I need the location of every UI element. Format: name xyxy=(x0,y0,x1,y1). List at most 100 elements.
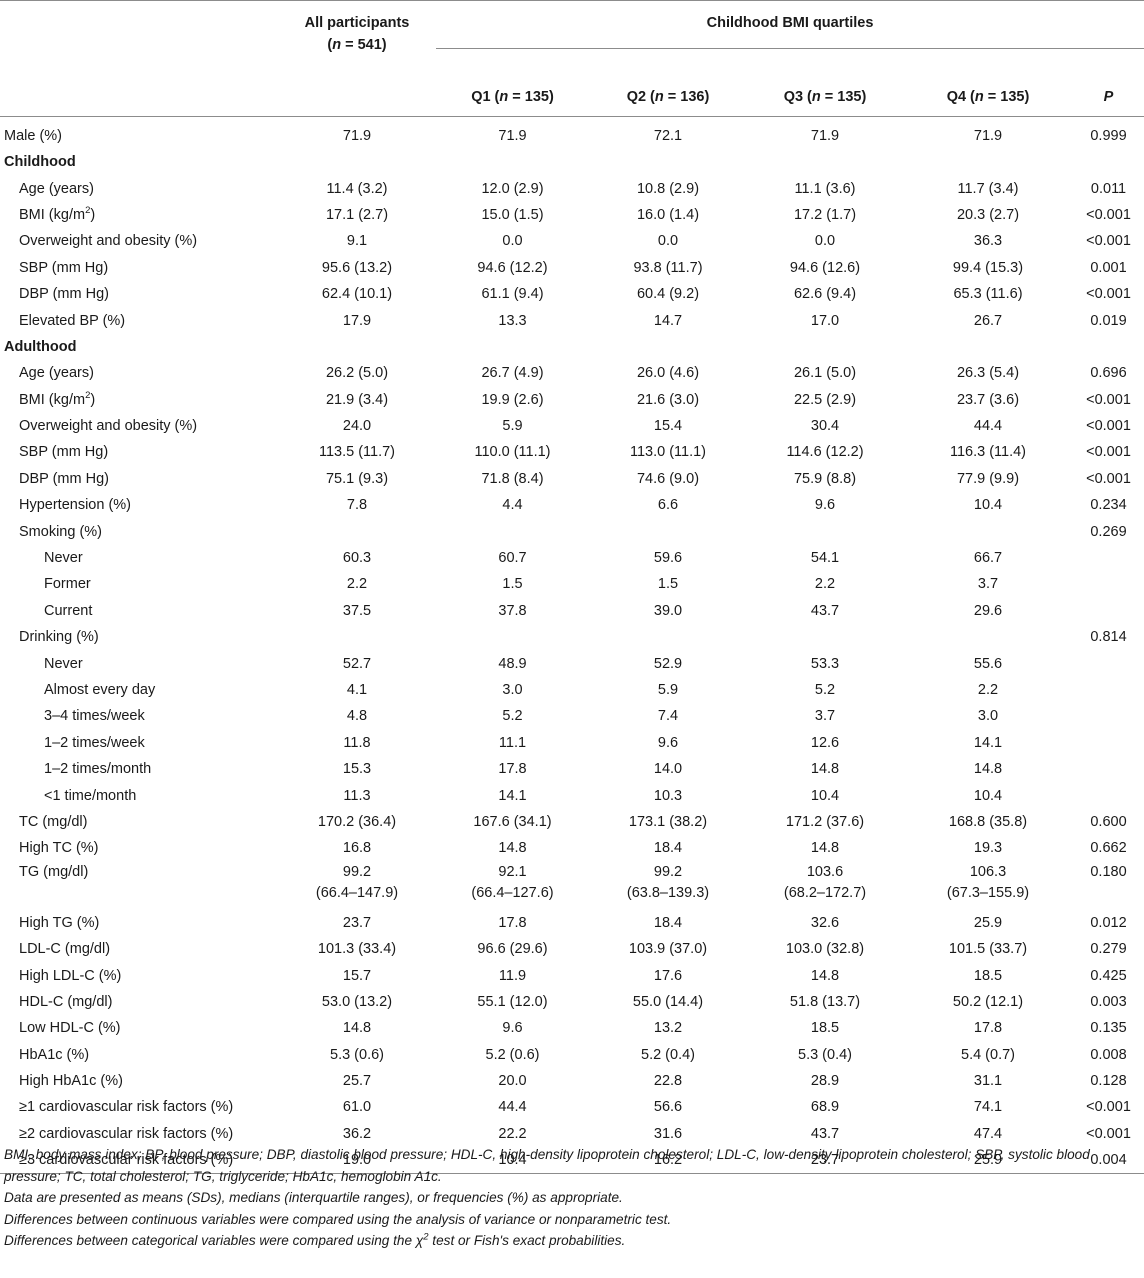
cell-p-value xyxy=(1073,598,1144,624)
cell-p-value: <0.001 xyxy=(1086,444,1131,461)
cell-value: 4.8 xyxy=(346,708,368,725)
cell-value: 72.1 xyxy=(653,128,683,144)
cell-value: 101.3 (33.4) xyxy=(317,941,397,958)
row-label: Adulthood xyxy=(4,338,77,355)
cell-value: 17.1 (2.7) xyxy=(325,206,389,223)
cell-value: 14.0 xyxy=(653,761,683,778)
table-row: Never 60.3 60.7 59.6 54.1 66.7 xyxy=(0,545,1144,571)
cell-value: 23.7 (3.6) xyxy=(956,391,1020,408)
footnote-categorical: Differences between categorical variable… xyxy=(4,1231,626,1248)
cell-value: 26.3 (5.4) xyxy=(956,365,1020,382)
cell-p-value: 0.662 xyxy=(1090,840,1127,857)
cell-value: 71.8 (8.4) xyxy=(481,470,544,487)
cell-value: 19.9 (2.6) xyxy=(481,391,544,408)
cell-value: 15.0 (1.5) xyxy=(481,206,544,223)
cell-value xyxy=(589,334,747,360)
cell-value: 17.2 (1.7) xyxy=(793,206,857,223)
row-label: HbA1c (%) xyxy=(19,1046,90,1063)
table-row: 1–2 times/month 15.3 17.8 14.0 14.8 14.8 xyxy=(0,756,1144,782)
table-body: Male (%) 71.9 71.9 72.1 71.9 71.9 0.999 Childho… xyxy=(0,117,1144,1175)
cell-value: 71.9 xyxy=(810,128,840,144)
cell-p-value: 0.279 xyxy=(1090,941,1127,958)
cell-value: 1.5 xyxy=(657,576,679,593)
table-row: HDL-C (mg/dl) 53.0 (13.2) 55.1 (12.0) 55.0 … xyxy=(0,989,1144,1015)
row-label: Male (%) xyxy=(4,128,63,144)
cell-value: 93.8 (11.7) xyxy=(633,259,703,276)
cell-value: 43.7 xyxy=(810,1125,840,1142)
table-row: ≥1 cardiovascular risk factors (%) 61.0 44… xyxy=(0,1094,1144,1120)
table-row: Hypertension (%) 7.8 4.4 6.6 9.6 10.4 0.234 xyxy=(0,492,1144,518)
table-row: Never 52.7 48.9 52.9 53.3 55.6 xyxy=(0,650,1144,676)
cell-value: 11.1 xyxy=(498,734,527,751)
row-label: TC (mg/dl) xyxy=(19,813,88,830)
header-q2: Q2 (n = 136) xyxy=(589,78,747,117)
cell-value: 21.9 (3.4) xyxy=(325,391,389,408)
table-row: Overweight and obesity (%) 24.0 5.9 15.4 30.… xyxy=(0,413,1144,439)
table-footnotes: BMI, body mass index; BP, blood pressure… xyxy=(4,1144,1140,1252)
row-label: High HbA1c (%) xyxy=(19,1073,123,1090)
cell-value: 3.7 xyxy=(814,708,836,725)
header-group: Childhood BMI quartiles xyxy=(436,0,1144,78)
table-row: TG (mg/dl) 99.2 (66.4–147.9) 92.1 (66.4–127.… xyxy=(0,862,1144,910)
cell-p-value xyxy=(1073,334,1144,360)
cell-value: 7.8 xyxy=(346,497,368,514)
header-blank xyxy=(0,0,278,78)
row-label: Almost every day xyxy=(44,682,156,698)
cell-value: 5.9 xyxy=(502,418,523,435)
cell-value: 52.9 xyxy=(653,655,683,672)
cell-value: 44.4 xyxy=(498,1099,527,1116)
cell-value: 52.7 xyxy=(342,655,372,672)
cell-value xyxy=(747,334,903,360)
cell-value: 5.4 (0.7) xyxy=(961,1046,1015,1063)
cell-value: 5.9 xyxy=(657,682,679,698)
table-row: Childhood xyxy=(0,149,1144,175)
cell-value: 15.7 xyxy=(342,967,372,984)
cell-value: 53.0 (13.2) xyxy=(321,993,393,1010)
cell-value: 20.0 xyxy=(498,1073,527,1090)
cell-p-value: 0.696 xyxy=(1090,365,1127,382)
cell-value: 103.0 (32.8) xyxy=(785,941,865,958)
table-row: Low HDL-C (%) 14.8 9.6 13.2 18.5 17.8 0.135 xyxy=(0,1015,1144,1041)
cell-value: 5.2 (0.6) xyxy=(485,1046,540,1063)
cell-value: 5.3 (0.6) xyxy=(330,1046,384,1063)
cell-value xyxy=(436,149,589,175)
table-row: High LDL-C (%) 15.7 11.9 17.6 14.8 18.5 0.425 xyxy=(0,962,1144,988)
row-label: 1–2 times/month xyxy=(44,761,152,778)
row-label: Never xyxy=(44,655,83,672)
cell-value: 110.0 (11.1) xyxy=(474,444,551,461)
table-row: Age (years) 11.4 (3.2) 12.0 (2.9) 10.8 (2.9… xyxy=(0,175,1144,201)
cell-value: 17.0 xyxy=(810,312,840,329)
cell-value xyxy=(589,518,747,544)
cell-value xyxy=(278,518,436,544)
cell-value: 2.2 xyxy=(814,576,836,593)
cell-p-value: 0.135 xyxy=(1090,1020,1127,1037)
table-row: DBP (mm Hg) 75.1 (9.3) 71.8 (8.4) 74.6 (9.0… xyxy=(0,466,1144,492)
cell-value: 3.0 xyxy=(977,708,999,725)
cell-p-value: <0.001 xyxy=(1086,1099,1131,1116)
table-row: Current 37.5 37.8 39.0 43.7 29.6 xyxy=(0,598,1144,624)
cell-p-value: <0.001 xyxy=(1086,286,1131,303)
cell-p-value: 0.008 xyxy=(1090,1046,1127,1063)
cell-value: 62.6 (9.4) xyxy=(793,286,857,303)
cell-value: 113.5 (11.7) xyxy=(318,444,396,461)
cell-value: 15.4 xyxy=(653,418,683,435)
row-label: Current xyxy=(44,602,93,619)
cell-value: 10.8 (2.9) xyxy=(636,180,700,197)
cell-value: 16.2 xyxy=(589,1147,747,1175)
cell-value: 25.9 xyxy=(903,1147,1073,1175)
cell-value: 25.7 xyxy=(342,1073,372,1090)
cell-value: 56.6 xyxy=(653,1099,683,1116)
cell-value: 61.0 xyxy=(342,1099,372,1116)
cell-value: 10.3 xyxy=(653,787,683,804)
table-row: SBP (mm Hg) 113.5 (11.7) 110.0 (11.1) 113.0… xyxy=(0,439,1144,465)
cell-value: 92.1 (66.4–127.6) xyxy=(471,863,554,901)
cell-value: 103.6 (68.2–172.7) xyxy=(783,863,867,901)
table-row: High TG (%) 23.7 17.8 18.4 32.6 25.9 0.012 xyxy=(0,910,1144,936)
cell-value: 21.6 (3.0) xyxy=(636,391,700,408)
cell-value xyxy=(747,518,903,544)
cell-value: 168.8 (35.8) xyxy=(948,813,1028,830)
cell-p-value xyxy=(1073,703,1144,729)
cell-p-value: 0.001 xyxy=(1090,259,1127,276)
table-row: Drinking (%) 0.814 xyxy=(0,624,1144,650)
cell-p-value: 0.011 xyxy=(1090,180,1127,197)
